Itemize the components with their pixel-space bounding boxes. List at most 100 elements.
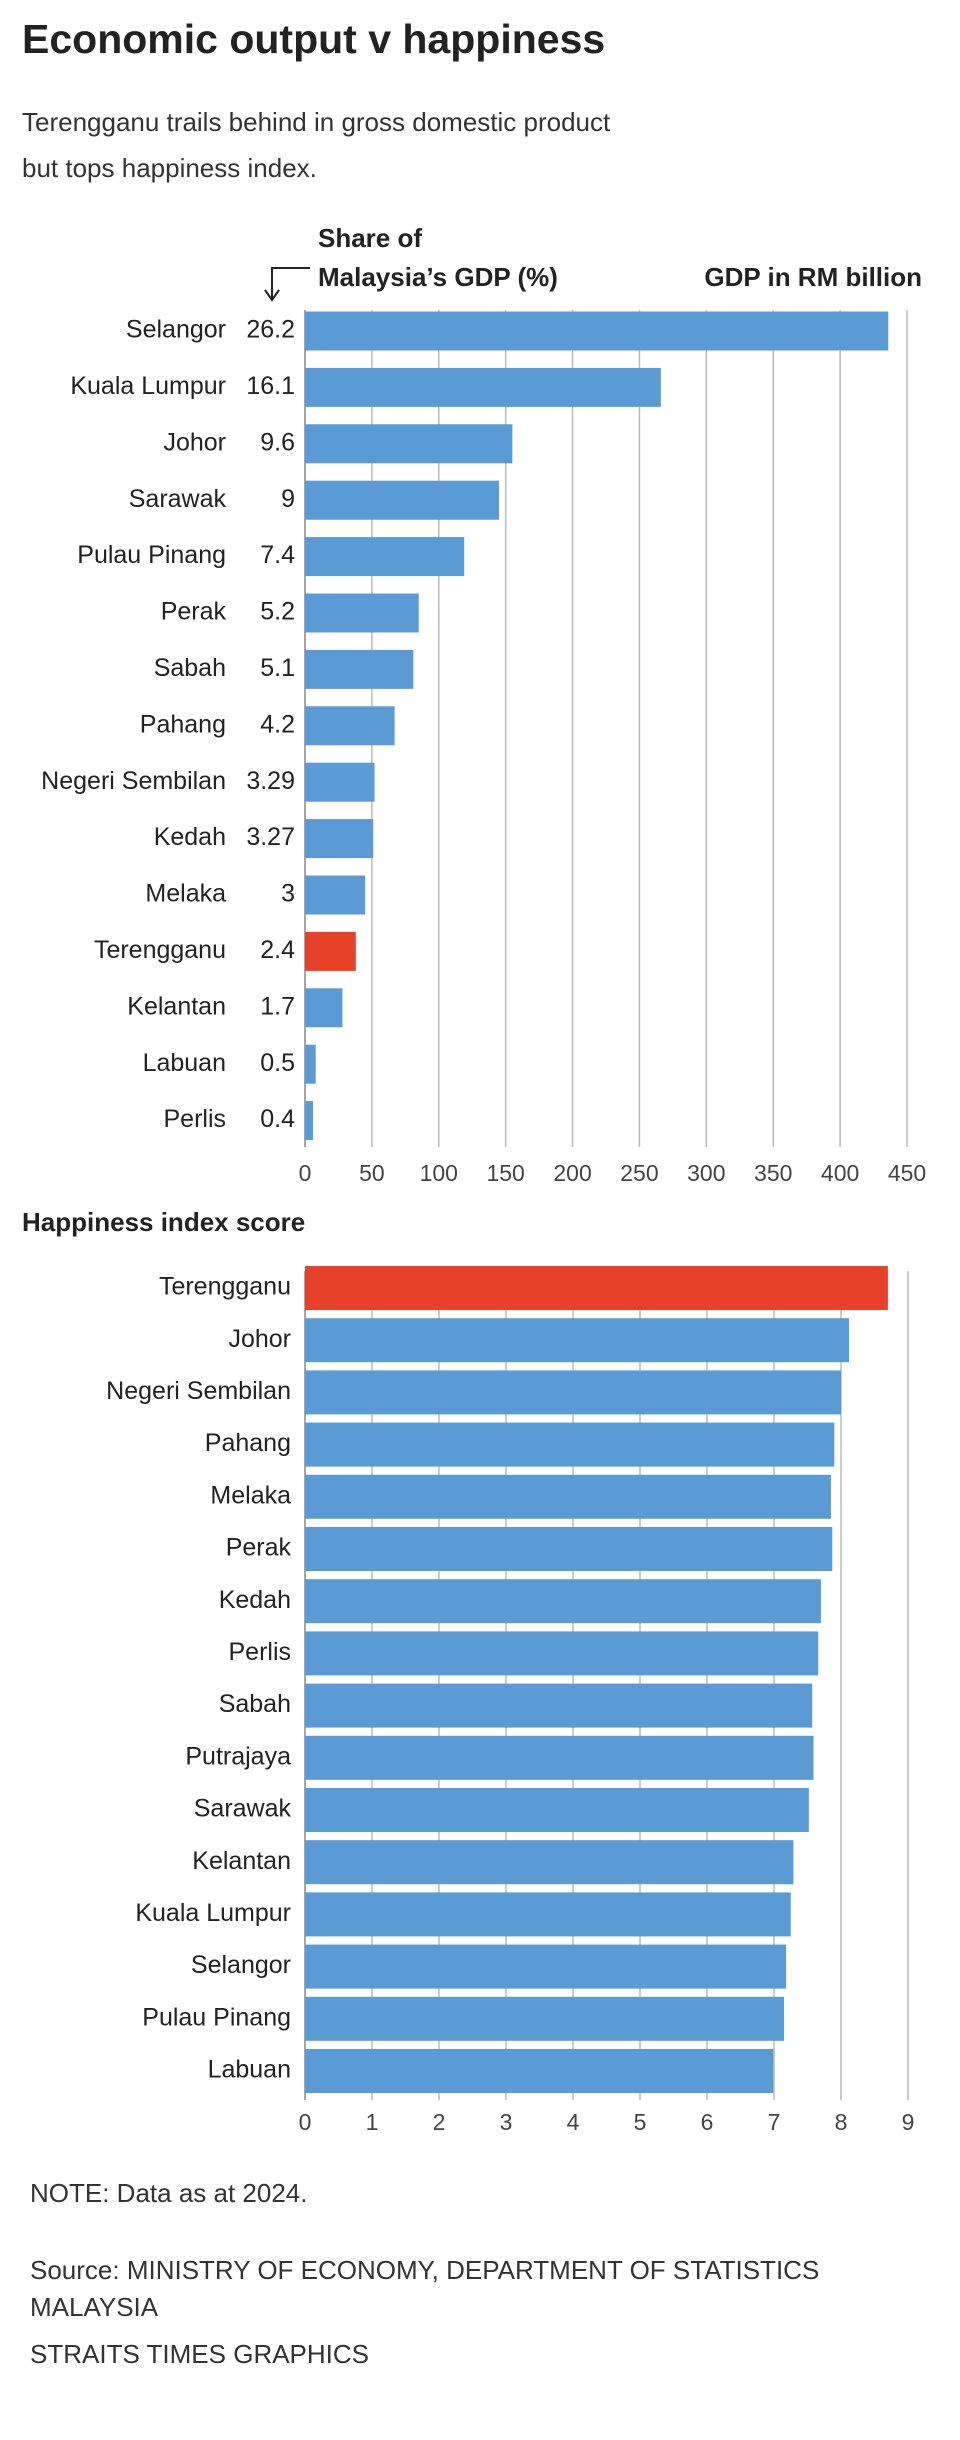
- share-label: 0.5: [260, 1049, 295, 1077]
- category-label: Melaka: [210, 1481, 291, 1509]
- bar: [305, 311, 889, 351]
- share-label: 4.2: [260, 710, 295, 738]
- x-tick-label: 150: [486, 1160, 524, 1186]
- bar: [305, 480, 499, 520]
- title: Economic output v happiness: [22, 16, 605, 62]
- bar: [305, 367, 661, 407]
- category-label: Pulau Pinang: [142, 2003, 291, 2031]
- bar: [305, 1101, 314, 1141]
- share-label: 16.1: [246, 372, 295, 400]
- bar: [305, 1044, 316, 1084]
- category-label: Kuala Lumpur: [70, 372, 226, 400]
- x-tick-label: 50: [359, 1160, 385, 1186]
- note: NOTE: Data as at 2024.: [30, 2178, 307, 2208]
- share-label: 26.2: [246, 316, 295, 344]
- share-label: 9: [281, 485, 295, 513]
- share-heading: Malaysia’s GDP (%): [318, 262, 558, 292]
- category-label: Kelantan: [127, 992, 226, 1020]
- x-tick-label: 350: [754, 1160, 792, 1186]
- share-label: 0.4: [260, 1105, 295, 1133]
- category-label: Terengganu: [159, 1273, 291, 1301]
- bar: [305, 593, 419, 633]
- bar: [305, 1892, 791, 1937]
- category-label: Sarawak: [194, 1795, 292, 1823]
- bar: [305, 1527, 833, 1571]
- category-label: Johor: [228, 1325, 291, 1353]
- bar: [305, 1944, 787, 1989]
- arrow: [264, 267, 310, 302]
- category-label: Pahang: [205, 1429, 291, 1457]
- x-tick-label: 450: [888, 1160, 926, 1186]
- x-tick-label: 300: [687, 1160, 725, 1186]
- category-label: Putrajaya: [185, 1742, 291, 1770]
- bar: [305, 1683, 813, 1728]
- category-label: Sabah: [154, 654, 226, 682]
- x-tick-label: 1: [366, 2109, 379, 2135]
- x-tick-label: 6: [701, 2109, 714, 2135]
- x-tick-label: 7: [768, 2109, 781, 2135]
- category-label: Kedah: [219, 1586, 291, 1614]
- category-label: Melaka: [145, 880, 226, 908]
- bar: [305, 931, 356, 971]
- bar: [305, 875, 366, 915]
- x-tick-label: 5: [634, 2109, 647, 2135]
- bar: [305, 1735, 814, 1780]
- x-tick-label: 3: [500, 2109, 513, 2135]
- category-label: Selangor: [191, 1951, 291, 1979]
- share-label: 3: [281, 880, 295, 908]
- bar: [305, 1474, 831, 1519]
- category-label: Labuan: [143, 1049, 226, 1077]
- category-label: Perak: [226, 1534, 292, 1562]
- category-label: Negeri Sembilan: [106, 1377, 291, 1405]
- bar: [305, 1266, 888, 1310]
- category-label: Kuala Lumpur: [135, 1899, 291, 1927]
- category-label: Sabah: [219, 1690, 291, 1718]
- category-label: Kelantan: [192, 1847, 291, 1875]
- bar: [305, 1631, 819, 1676]
- x-tick-label: 0: [299, 1160, 312, 1186]
- bar: [305, 706, 395, 746]
- x-tick-label: 250: [620, 1160, 658, 1186]
- category-label: Kedah: [154, 823, 226, 851]
- category-label: Perlis: [163, 1105, 226, 1133]
- x-tick-label: 400: [821, 1160, 859, 1186]
- bar: [305, 537, 465, 577]
- category-label: Pahang: [140, 710, 226, 738]
- bar: [305, 819, 374, 859]
- category-label: Sarawak: [129, 485, 227, 513]
- category-label: Johor: [163, 428, 226, 456]
- bar: [305, 1788, 809, 1832]
- bar: [305, 649, 414, 689]
- share-label: 3.29: [246, 767, 295, 795]
- category-label: Negeri Sembilan: [41, 767, 226, 795]
- share-label: 7.4: [260, 541, 295, 569]
- share-label: 9.6: [260, 428, 295, 456]
- category-label: Terengganu: [94, 936, 226, 964]
- bar: [305, 1318, 850, 1363]
- x-tick-label: 2: [433, 2109, 446, 2135]
- share-label: 2.4: [260, 936, 295, 964]
- bar: [305, 1840, 794, 1885]
- bar: [305, 1422, 835, 1467]
- credit: STRAITS TIMES GRAPHICS: [30, 2339, 369, 2369]
- share-label: 3.27: [246, 823, 295, 851]
- x-tick-label: 0: [299, 2109, 312, 2135]
- bar: [305, 424, 513, 464]
- x-tick-label: 4: [567, 2109, 580, 2135]
- share-heading: Share of: [318, 223, 422, 253]
- x-tick-label: 8: [835, 2109, 848, 2135]
- share-label: 1.7: [260, 992, 295, 1020]
- share-label: 5.2: [260, 598, 295, 626]
- bar: [305, 988, 343, 1028]
- subtitle: but tops happiness index.: [22, 153, 317, 183]
- axis-label: GDP in RM billion: [704, 262, 922, 292]
- bar: [305, 1996, 785, 2041]
- bar: [305, 2049, 774, 2093]
- category-label: Pulau Pinang: [77, 541, 226, 569]
- bar: [305, 1579, 821, 1624]
- share-label: 5.1: [260, 654, 295, 682]
- x-tick-label: 200: [553, 1160, 591, 1186]
- category-label: Perlis: [228, 1638, 291, 1666]
